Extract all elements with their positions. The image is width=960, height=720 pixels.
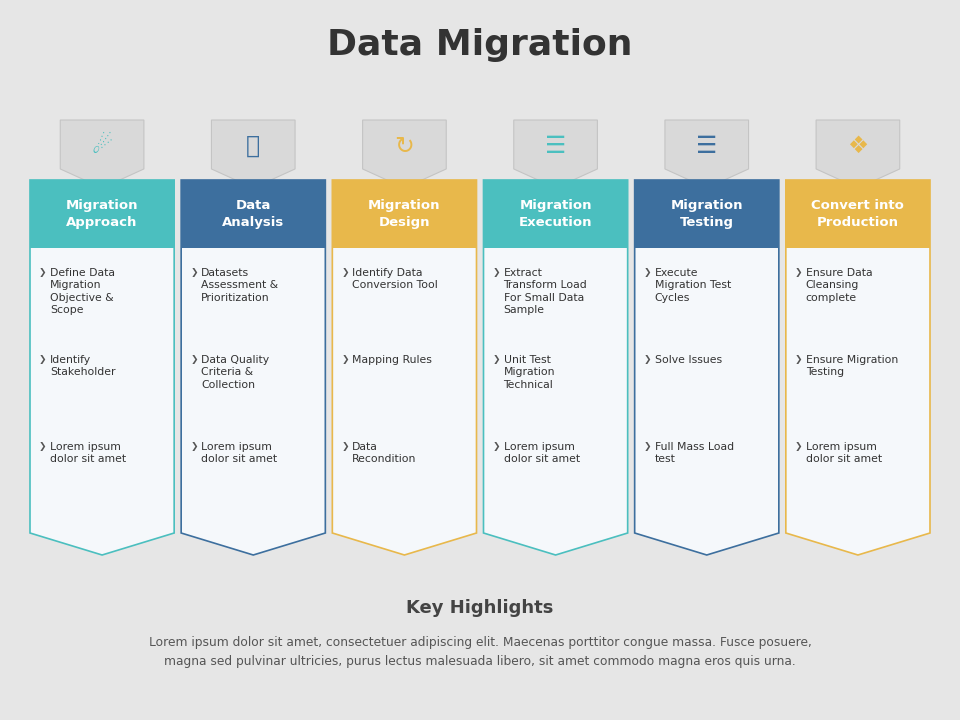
Text: Data
Recondition: Data Recondition — [352, 442, 417, 464]
Text: Convert into
Production: Convert into Production — [811, 199, 904, 229]
Text: Execute
Migration Test
Cycles: Execute Migration Test Cycles — [655, 268, 731, 303]
Text: Lorem ipsum
dolor sit amet: Lorem ipsum dolor sit amet — [202, 442, 277, 464]
Text: ❯: ❯ — [643, 355, 651, 364]
Polygon shape — [30, 180, 174, 555]
Text: ❯: ❯ — [492, 355, 500, 364]
Text: Extract
Transform Load
For Small Data
Sample: Extract Transform Load For Small Data Sa… — [503, 268, 588, 315]
Text: Data Quality
Criteria &
Collection: Data Quality Criteria & Collection — [202, 355, 270, 390]
Polygon shape — [332, 180, 476, 555]
Text: Ensure Data
Cleansing
complete: Ensure Data Cleansing complete — [805, 268, 873, 303]
Polygon shape — [816, 120, 900, 188]
Text: ❯: ❯ — [39, 355, 46, 364]
Text: Full Mass Load
test: Full Mass Load test — [655, 442, 733, 464]
Polygon shape — [332, 180, 476, 248]
Text: ↻: ↻ — [395, 134, 415, 158]
Polygon shape — [635, 180, 779, 555]
Text: Data
Analysis: Data Analysis — [222, 199, 284, 229]
Text: ❯: ❯ — [190, 355, 198, 364]
Text: ❯: ❯ — [342, 355, 348, 364]
Text: Define Data
Migration
Objective &
Scope: Define Data Migration Objective & Scope — [50, 268, 115, 315]
Text: ❯: ❯ — [492, 268, 500, 277]
Text: Solve Issues: Solve Issues — [655, 355, 722, 365]
Text: ❯: ❯ — [190, 268, 198, 277]
Polygon shape — [484, 180, 628, 555]
Text: ❯: ❯ — [39, 268, 46, 277]
Polygon shape — [514, 120, 597, 188]
Polygon shape — [786, 180, 930, 555]
Text: Migration
Testing: Migration Testing — [670, 199, 743, 229]
Text: ☰: ☰ — [696, 134, 717, 158]
Text: Data Migration: Data Migration — [327, 28, 633, 62]
Text: Identify Data
Conversion Tool: Identify Data Conversion Tool — [352, 268, 438, 290]
Polygon shape — [181, 180, 325, 555]
Text: Unit Test
Migration
Technical: Unit Test Migration Technical — [503, 355, 555, 390]
Polygon shape — [60, 120, 144, 188]
Text: ❯: ❯ — [342, 442, 348, 451]
Text: ❯: ❯ — [492, 442, 500, 451]
Polygon shape — [484, 180, 628, 248]
Text: Migration
Design: Migration Design — [369, 199, 441, 229]
Text: ⌕: ⌕ — [246, 134, 260, 158]
Text: ❯: ❯ — [795, 355, 803, 364]
Text: ❯: ❯ — [643, 268, 651, 277]
Text: Lorem ipsum
dolor sit amet: Lorem ipsum dolor sit amet — [503, 442, 580, 464]
Text: ❯: ❯ — [190, 442, 198, 451]
Text: ❖: ❖ — [848, 134, 869, 158]
Polygon shape — [665, 120, 749, 188]
Text: ❯: ❯ — [643, 442, 651, 451]
Text: Migration
Execution: Migration Execution — [518, 199, 592, 229]
Polygon shape — [211, 120, 295, 188]
Text: Datasets
Assessment &
Prioritization: Datasets Assessment & Prioritization — [202, 268, 278, 303]
Text: ☰: ☰ — [545, 134, 566, 158]
Text: ❯: ❯ — [39, 442, 46, 451]
Text: Identify
Stakeholder: Identify Stakeholder — [50, 355, 115, 377]
Text: Lorem ipsum
dolor sit amet: Lorem ipsum dolor sit amet — [805, 442, 882, 464]
Text: Migration
Approach: Migration Approach — [66, 199, 138, 229]
Polygon shape — [635, 180, 779, 248]
Text: ☄: ☄ — [91, 134, 112, 158]
Polygon shape — [786, 180, 930, 248]
Polygon shape — [363, 120, 446, 188]
Polygon shape — [181, 180, 325, 248]
Text: Ensure Migration
Testing: Ensure Migration Testing — [805, 355, 899, 377]
Text: Mapping Rules: Mapping Rules — [352, 355, 432, 365]
Text: ❯: ❯ — [795, 268, 803, 277]
Text: ❯: ❯ — [795, 442, 803, 451]
Text: Lorem ipsum dolor sit amet, consectetuer adipiscing elit. Maecenas porttitor con: Lorem ipsum dolor sit amet, consectetuer… — [149, 636, 811, 668]
Text: Lorem ipsum
dolor sit amet: Lorem ipsum dolor sit amet — [50, 442, 126, 464]
Text: ❯: ❯ — [342, 268, 348, 277]
Polygon shape — [30, 180, 174, 248]
Text: Key Highlights: Key Highlights — [406, 599, 554, 617]
